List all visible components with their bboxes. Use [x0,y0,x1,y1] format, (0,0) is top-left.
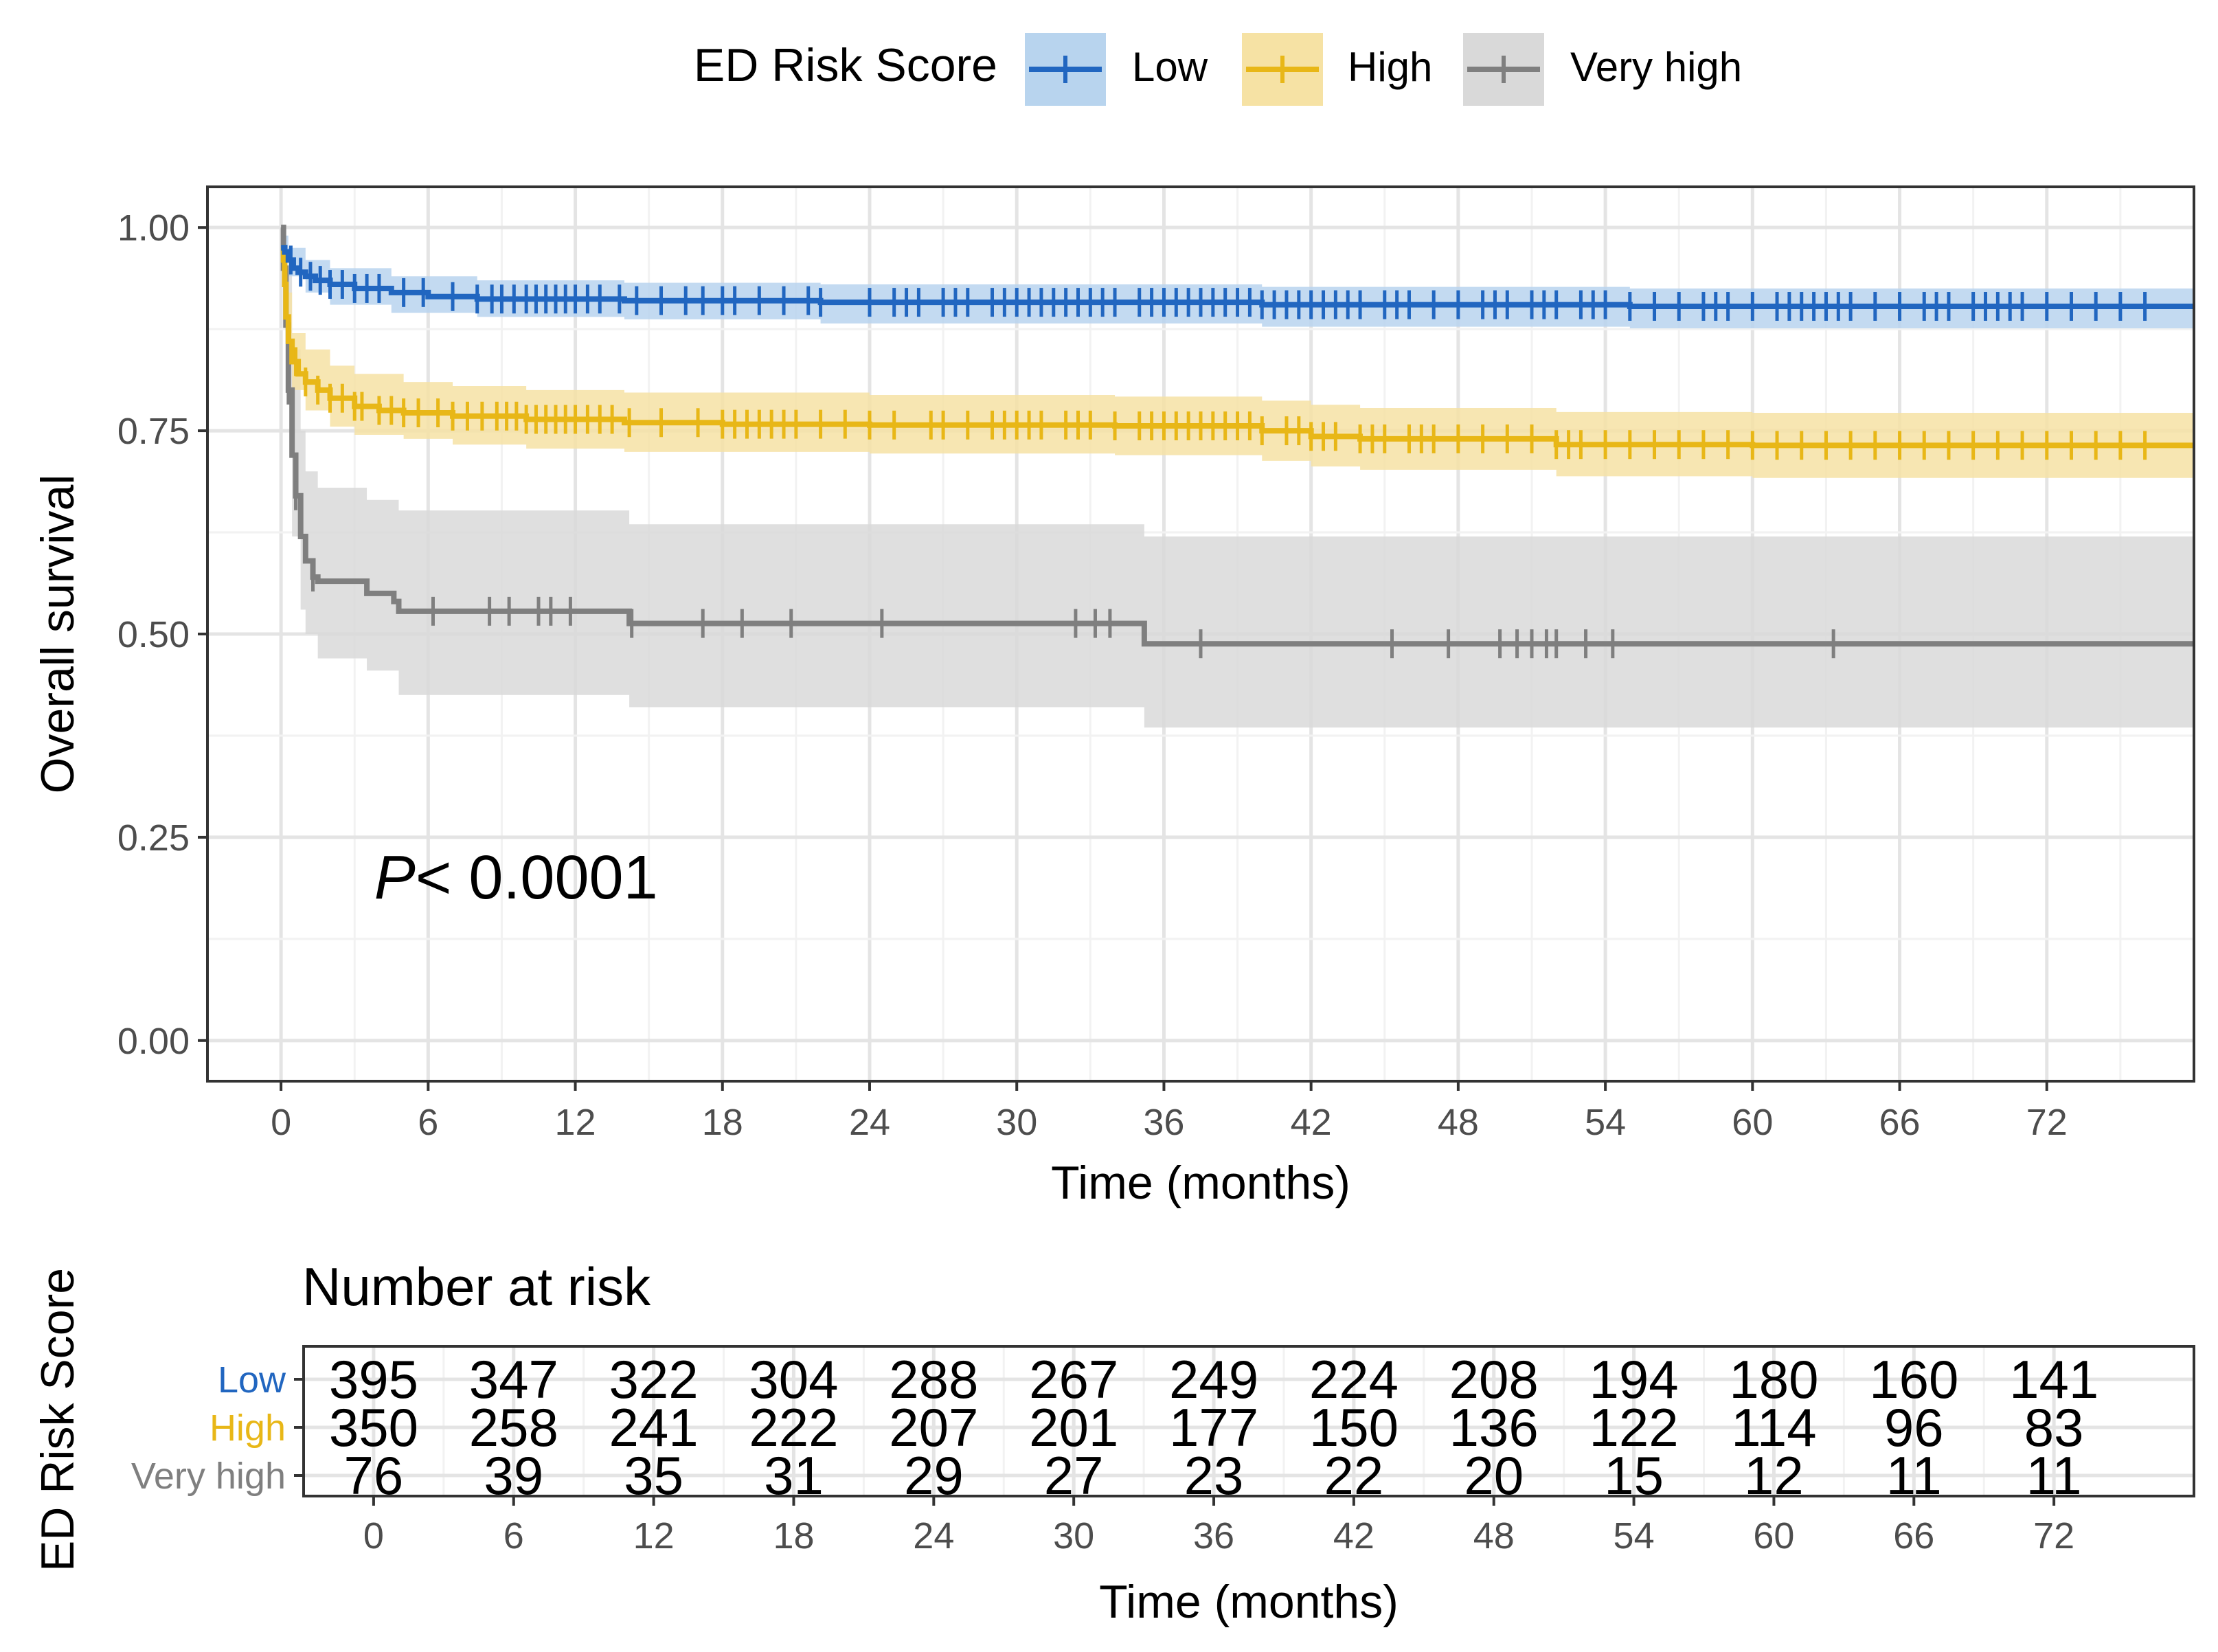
p-value-annotation: P< 0.0001 [374,844,658,912]
legend-label-very-high: Very high [1570,44,1742,90]
risk-count-low: 347 [469,1349,558,1410]
x-tick-label: 18 [702,1102,743,1143]
y-tick-label: 0.25 [117,817,190,859]
risk-x-tick-label: 66 [1893,1515,1934,1557]
risk-table-x-label: Time (months) [1099,1576,1399,1628]
legend-title: ED Risk Score [694,39,997,91]
risk-row-label-high: High [210,1407,286,1449]
risk-count-high: 241 [609,1397,699,1458]
legend-entry-low: Low [1025,33,1208,106]
risk-x-tick-label: 36 [1193,1515,1234,1557]
risk-count-low: 322 [609,1349,699,1410]
risk-count-high: 83 [2024,1397,2084,1458]
risk-count-high: 136 [1449,1397,1539,1458]
p-value-symbol: P [374,844,416,912]
risk-count-high: 114 [1731,1397,1816,1458]
risk-table-title: Number at risk [302,1256,651,1317]
risk-x-tick-label: 30 [1053,1515,1094,1557]
risk-count-low: 180 [1729,1349,1818,1410]
x-axis: 0 6 12 18 24 30 36 42 48 54 60 66 72 [271,1081,2068,1143]
risk-x-tick-label: 48 [1473,1515,1515,1557]
risk-table-grid [304,1346,2194,1496]
risk-count-low: 141 [2009,1349,2098,1410]
risk-count-high: 122 [1589,1397,1679,1458]
risk-x-tick-label: 54 [1614,1515,1655,1557]
risk-table-row-labels: Low High Very high [131,1359,304,1497]
risk-count-low: 249 [1169,1349,1258,1410]
legend-entry-high: High [1242,33,1432,106]
x-tick-label: 6 [418,1102,438,1143]
x-tick-label: 60 [1732,1102,1773,1143]
y-tick-label: 0.75 [117,411,190,452]
p-value-text: < 0.0001 [416,844,658,912]
x-tick-label: 72 [2026,1102,2068,1143]
risk-table-y-label: ED Risk Score [32,1268,84,1572]
x-tick-label: 42 [1291,1102,1332,1143]
risk-x-tick-label: 72 [2033,1515,2074,1557]
risk-count-low: 288 [889,1349,978,1410]
risk-count-low: 208 [1449,1349,1539,1410]
risk-x-tick-label: 6 [503,1515,524,1557]
y-axis-label: Overall survival [32,475,84,794]
risk-x-tick-label: 12 [633,1515,675,1557]
risk-table: Number at risk ED Risk Score 395 347 322 30… [32,1256,2195,1628]
survival-plot: 0.00 0.25 0.50 0.75 1.00 0 6 12 18 24 30 36 42 48 54 6… [32,185,2195,1209]
risk-x-tick-label: 60 [1753,1515,1794,1557]
risk-table-x-axis: 0 6 12 18 24 30 36 42 48 54 60 66 72 [363,1496,2074,1557]
risk-count-low: 224 [1309,1349,1399,1410]
risk-count-high: 177 [1169,1397,1258,1458]
legend-entry-very-high: Very high [1463,33,1742,106]
risk-count-high: 207 [889,1397,978,1458]
risk-count-low: 304 [749,1349,838,1410]
y-tick-label: 1.00 [117,207,190,249]
legend-label-high: High [1348,44,1432,90]
x-tick-label: 24 [849,1102,890,1143]
risk-table-frame [302,1345,2195,1497]
risk-count-low: 194 [1589,1349,1679,1410]
risk-count-low: 267 [1029,1349,1118,1410]
y-tick-label: 0.00 [117,1021,190,1062]
risk-count-high: 222 [749,1397,838,1458]
risk-x-tick-label: 0 [363,1515,384,1557]
x-tick-label: 30 [996,1102,1037,1143]
x-tick-label: 36 [1143,1102,1184,1143]
risk-x-tick-label: 18 [773,1515,814,1557]
x-tick-label: 0 [271,1102,291,1143]
x-tick-label: 54 [1585,1102,1626,1143]
y-tick-label: 0.50 [117,614,190,655]
legend-label-low: Low [1132,44,1208,90]
x-tick-label: 66 [1879,1102,1921,1143]
x-axis-label: Time (months) [1051,1157,1350,1209]
censor-marks [286,245,2147,659]
risk-count-high: 258 [469,1397,558,1458]
risk-count-low: 395 [329,1349,418,1410]
risk-count-high: 350 [329,1397,418,1458]
risk-x-tick-label: 42 [1333,1515,1374,1557]
y-axis: 0.00 0.25 0.50 0.75 1.00 [117,207,207,1062]
band-very-high [281,227,2195,728]
risk-count-high: 150 [1309,1397,1399,1458]
legend: ED Risk Score Low High Very high [694,33,1742,106]
risk-row-label-low: Low [218,1359,286,1401]
x-tick-label: 12 [555,1102,596,1143]
risk-x-tick-label: 24 [913,1515,954,1557]
risk-row-label-very-high: Very high [131,1456,286,1497]
risk-count-low: 160 [1869,1349,1958,1410]
risk-count-high: 96 [1884,1397,1944,1458]
x-tick-label: 48 [1438,1102,1479,1143]
risk-count-high: 201 [1029,1397,1118,1458]
